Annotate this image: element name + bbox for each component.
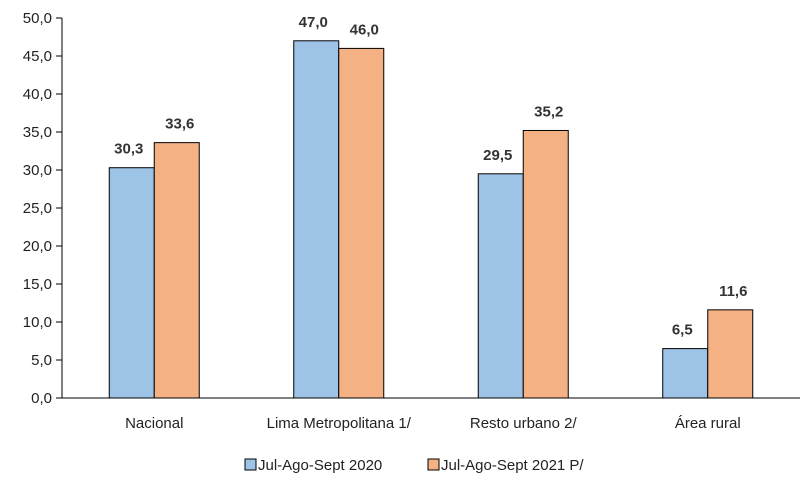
bar-series2 xyxy=(338,47,385,399)
legend-label: Jul-Ago-Sept 2021 P/ xyxy=(441,457,584,474)
y-tick-label: 45,0 xyxy=(23,48,52,65)
legend-swatch xyxy=(244,458,257,471)
data-label: 47,0 xyxy=(299,14,328,31)
category-label: Resto urbano 2/ xyxy=(470,415,578,432)
y-tick-label: 50,0 xyxy=(23,10,52,27)
bars: 30,3 33,6 47,0 46,0 29,5 35,2 6,5 11,6 xyxy=(108,14,754,399)
y-tick-label: 5,0 xyxy=(31,352,52,369)
data-label: 11,6 xyxy=(719,283,747,300)
bar-series1 xyxy=(293,40,340,399)
data-label: 30,3 xyxy=(114,141,143,158)
data-label: 46,0 xyxy=(350,21,379,38)
category-label: Lima Metropolitana 1/ xyxy=(267,415,412,432)
legend-swatch xyxy=(427,458,440,471)
y-tick-label: 15,0 xyxy=(23,276,52,293)
data-label: 29,5 xyxy=(483,147,512,164)
y-tick-label: 30,0 xyxy=(23,162,52,179)
bar-series2 xyxy=(707,309,754,399)
y-tick-label: 40,0 xyxy=(23,86,52,103)
bar-series2 xyxy=(153,142,200,399)
legend-label: Jul-Ago-Sept 2020 xyxy=(258,457,382,474)
bar-series1 xyxy=(108,167,155,399)
legend: Jul-Ago-Sept 2020 Jul-Ago-Sept 2021 P/ xyxy=(244,457,584,474)
bar-series1 xyxy=(477,173,524,399)
x-axis: Nacional Lima Metropolitana 1/Resto urban… xyxy=(62,397,800,432)
category-label: Área rural xyxy=(675,415,741,432)
bar-series1 xyxy=(662,348,709,399)
data-label: 6,5 xyxy=(672,322,693,339)
y-tick-label: 20,0 xyxy=(23,238,52,255)
y-tick-label: 0,0 xyxy=(31,390,52,407)
y-axis: 0,0 5,0 10,0 15,0 20,0 25,0 30,0 35,0 40,0 45,0 50… xyxy=(23,10,63,407)
y-tick-label: 10,0 xyxy=(23,314,52,331)
data-label: 35,2 xyxy=(534,103,563,120)
data-label: 33,6 xyxy=(165,116,194,133)
category-label: Nacional xyxy=(125,415,183,432)
y-tick-label: 35,0 xyxy=(23,124,52,141)
bar-series2 xyxy=(522,129,569,399)
y-tick-label: 25,0 xyxy=(23,200,52,217)
